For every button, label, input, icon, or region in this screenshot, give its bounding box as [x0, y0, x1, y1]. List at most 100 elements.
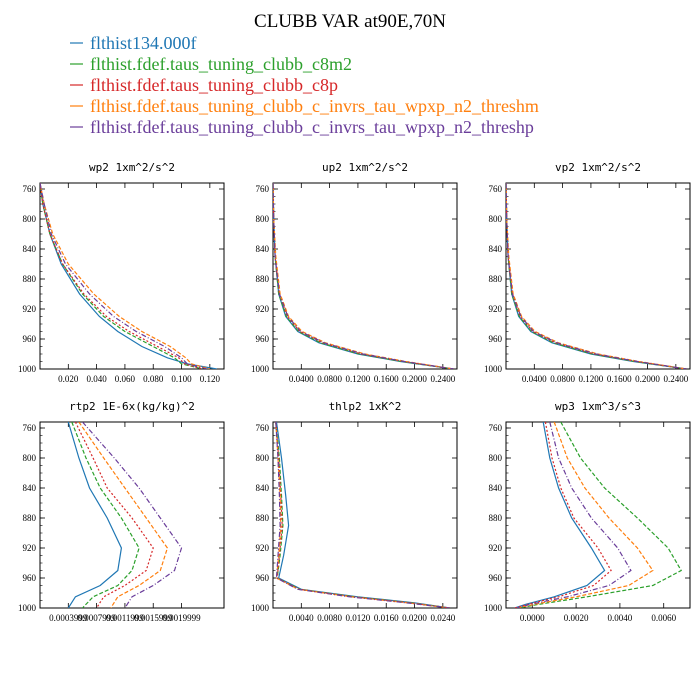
legend-label-0: flthist134.000f	[90, 33, 197, 53]
series-line-0-3	[40, 183, 210, 369]
x-tick-label-1-3: 0.1600	[374, 374, 399, 384]
x-tick-label-4-5: 0.0240	[430, 613, 455, 623]
panels: wp2 1xm^2/s^2 760 800 840 880 920 960 1000 0.020…	[18, 161, 691, 623]
y-tick-label-4-3: 880	[256, 513, 270, 523]
legend-label-3: flthist.fdef.taus_tuning_clubb_c_invrs_t…	[90, 96, 539, 116]
y-tick-label-5-1: 800	[489, 453, 503, 463]
x-tick-label-2-1: 0.0800	[550, 374, 575, 384]
x-tick-label-5-2: 0.0040	[608, 613, 633, 623]
x-tick-label-2-0: 0.0400	[522, 374, 547, 384]
panel-title-5: wp3 1xm^3/s^3	[555, 400, 641, 413]
y-tick-label-0-5: 960	[23, 334, 37, 344]
legend-label-2: flthist.fdef.taus_tuning_clubb_c8p	[90, 75, 338, 95]
y-tick-label-1-3: 880	[256, 274, 270, 284]
series-line-5-3	[516, 422, 654, 608]
series-line-0-0	[40, 183, 218, 369]
x-tick-label-5-0: 0.0000	[520, 613, 545, 623]
series-line-3-4	[82, 422, 183, 608]
panel-frame-3	[39, 421, 225, 609]
panel-title-4: thlp2 1xK^2	[329, 400, 402, 413]
x-tick-label-5-1: 0.0020	[564, 613, 589, 623]
series-line-1-3	[273, 183, 454, 369]
y-tick-label-5-3: 880	[489, 513, 503, 523]
x-tick-label-0-1: 0.040	[86, 374, 107, 384]
y-tick-label-3-1: 800	[23, 453, 37, 463]
series-line-4-1	[275, 422, 450, 608]
y-tick-label-0-4: 920	[23, 304, 37, 314]
y-tick-label-1-0: 760	[256, 184, 270, 194]
y-tick-label-4-0: 760	[256, 423, 270, 433]
y-tick-label-0-2: 840	[23, 244, 37, 254]
panel-frame-1	[272, 182, 458, 370]
x-tick-label-4-0: 0.0040	[289, 613, 314, 623]
series-line-0-1	[40, 183, 203, 369]
y-tick-label-1-4: 920	[256, 304, 270, 314]
x-tick-label-3-4: 0.0019999	[162, 613, 201, 623]
x-tick-label-0-3: 0.080	[143, 374, 164, 384]
y-tick-label-5-6: 1000	[484, 603, 503, 613]
y-tick-label-2-0: 760	[489, 184, 503, 194]
y-tick-label-4-1: 800	[256, 453, 270, 463]
x-tick-label-0-4: 0.100	[171, 374, 192, 384]
x-tick-label-1-5: 0.2400	[430, 374, 455, 384]
series-line-4-3	[275, 422, 450, 608]
y-tick-label-3-3: 880	[23, 513, 37, 523]
y-tick-label-3-2: 840	[23, 483, 37, 493]
series-line-2-3	[506, 183, 687, 369]
series-line-1-4	[273, 183, 454, 369]
series-line-5-4	[516, 422, 632, 608]
series-line-3-3	[78, 422, 169, 608]
y-tick-label-3-5: 960	[23, 573, 37, 583]
x-tick-label-3-1: 0.0007999	[77, 613, 116, 623]
panel-1: up2 1xm^2/s^2 760 800 840 880 920 960 1000 0.040…	[251, 161, 458, 384]
x-tick-label-3-0: 0.0003999	[49, 613, 88, 623]
x-tick-label-1-0: 0.0400	[289, 374, 314, 384]
x-tick-label-3-3: 0.0015999	[134, 613, 173, 623]
panel-title-3: rtp2 1E-6x(kg/kg)^2	[69, 400, 195, 413]
x-tick-label-5-3: 0.0060	[651, 613, 676, 623]
series-line-5-2	[514, 422, 612, 608]
panel-3: rtp2 1E-6x(kg/kg)^2 760 800 840 880 920 960 100…	[18, 400, 225, 623]
panel-frame-4	[272, 421, 458, 609]
x-tick-label-0-2: 0.060	[115, 374, 136, 384]
y-tick-label-1-1: 800	[256, 214, 270, 224]
x-tick-label-4-3: 0.0160	[374, 613, 399, 623]
series-line-1-2	[273, 183, 454, 369]
x-tick-label-4-4: 0.0200	[402, 613, 427, 623]
x-tick-label-0-5: 0.120	[200, 374, 221, 384]
series-line-1-0	[273, 183, 454, 369]
panel-5: wp3 1xm^3/s^3 760 800 840 880 920 960 1000 0.000…	[484, 400, 691, 623]
panel-2: vp2 1xm^2/s^2 760 800 840 880 920 960 1000 0.040…	[484, 161, 691, 384]
series-line-4-2	[275, 422, 450, 608]
y-tick-label-2-1: 800	[489, 214, 503, 224]
y-tick-label-3-0: 760	[23, 423, 37, 433]
x-tick-label-1-4: 0.2000	[402, 374, 427, 384]
y-tick-label-5-5: 960	[489, 573, 503, 583]
x-tick-label-1-2: 0.1200	[346, 374, 371, 384]
y-tick-label-4-2: 840	[256, 483, 270, 493]
legend-label-1: flthist.fdef.taus_tuning_clubb_c8m2	[90, 54, 352, 74]
series-line-1-1	[273, 183, 454, 369]
y-tick-label-4-5: 960	[256, 573, 270, 583]
y-tick-label-1-6: 1000	[251, 364, 270, 374]
y-tick-label-2-3: 880	[489, 274, 503, 284]
y-tick-label-3-6: 1000	[18, 603, 37, 613]
y-tick-label-2-5: 960	[489, 334, 503, 344]
legend: flthist134.000fflthist.fdef.taus_tuning_…	[70, 33, 539, 137]
x-tick-label-4-1: 0.0080	[317, 613, 342, 623]
y-tick-label-5-2: 840	[489, 483, 503, 493]
series-line-3-0	[67, 422, 123, 608]
panel-0: wp2 1xm^2/s^2 760 800 840 880 920 960 1000 0.020…	[18, 161, 225, 384]
series-line-2-1	[506, 183, 687, 369]
y-tick-label-4-6: 1000	[251, 603, 270, 613]
panel-frame-0	[39, 182, 225, 370]
x-tick-label-1-1: 0.0800	[317, 374, 342, 384]
panel-title-1: up2 1xm^2/s^2	[322, 161, 408, 174]
y-tick-label-2-4: 920	[489, 304, 503, 314]
series-line-5-0	[514, 422, 606, 608]
y-tick-label-3-4: 920	[23, 543, 37, 553]
series-line-2-0	[506, 183, 687, 369]
x-tick-label-2-4: 0.2000	[635, 374, 660, 384]
